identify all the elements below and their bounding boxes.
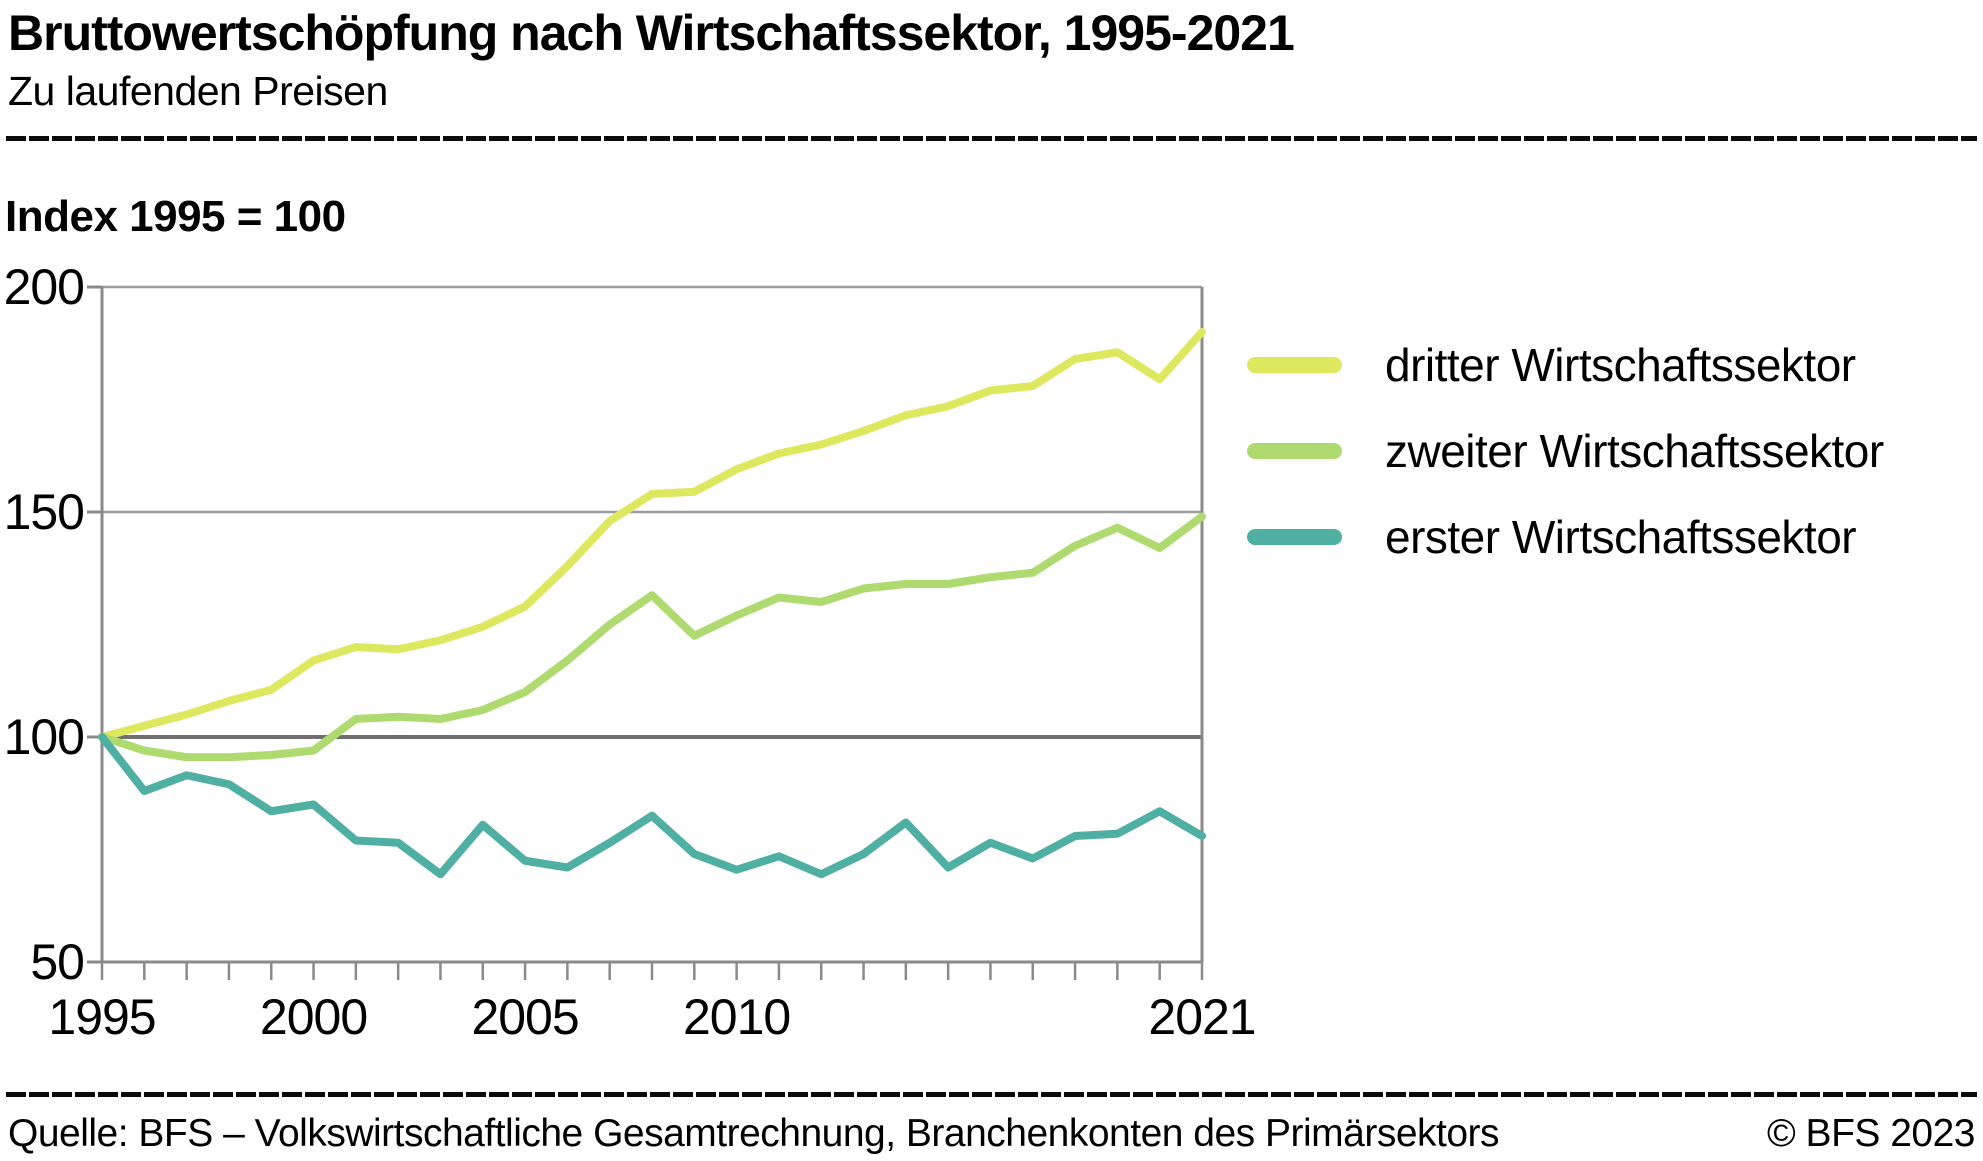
series-line-0 xyxy=(98,328,1206,741)
copyright-text: © BFS 2023 xyxy=(1766,1112,1976,1155)
top-divider xyxy=(6,136,1977,141)
source-text: Quelle: BFS – Volkswirtschaftliche Gesam… xyxy=(8,1112,1500,1155)
legend-item-dritter: dritter Wirtschaftssektor xyxy=(1247,322,1884,408)
legend-swatch-zweiter xyxy=(1247,443,1342,459)
x-tick-label-2000: 2000 xyxy=(259,989,368,1045)
legend-label-zweiter: zweiter Wirtschaftssektor xyxy=(1385,425,1884,477)
chart-title: Bruttowertschöpfung nach Wirtschaftssekt… xyxy=(8,5,1295,61)
legend-item-zweiter: zweiter Wirtschaftssektor xyxy=(1247,408,1884,494)
legend-swatch-dritter xyxy=(1247,357,1342,373)
y-tick-label-150: 150 xyxy=(3,484,85,540)
y-tick-label-200: 200 xyxy=(3,259,85,315)
y-tick-label-50: 50 xyxy=(30,934,85,990)
series-line-2 xyxy=(98,733,1206,879)
x-tick-label-2005: 2005 xyxy=(471,989,579,1045)
legend-item-erster: erster Wirtschaftssektor xyxy=(1247,494,1884,580)
legend-label-dritter: dritter Wirtschaftssektor xyxy=(1385,339,1856,391)
legend-swatch-erster xyxy=(1247,529,1342,545)
legend: dritter Wirtschaftssektor zweiter Wirtsc… xyxy=(1247,322,1884,580)
series-line-1 xyxy=(98,512,1206,762)
y-tick-label-100: 100 xyxy=(3,709,85,765)
x-tick-label-2021: 2021 xyxy=(1148,989,1256,1045)
x-tick-label-2010: 2010 xyxy=(682,989,791,1045)
chart-subtitle: Zu laufenden Preisen xyxy=(8,68,388,114)
bottom-divider xyxy=(6,1092,1977,1097)
x-tick-label-1995: 1995 xyxy=(48,989,156,1045)
index-note: Index 1995 = 100 xyxy=(5,192,346,241)
legend-label-erster: erster Wirtschaftssektor xyxy=(1385,511,1857,563)
